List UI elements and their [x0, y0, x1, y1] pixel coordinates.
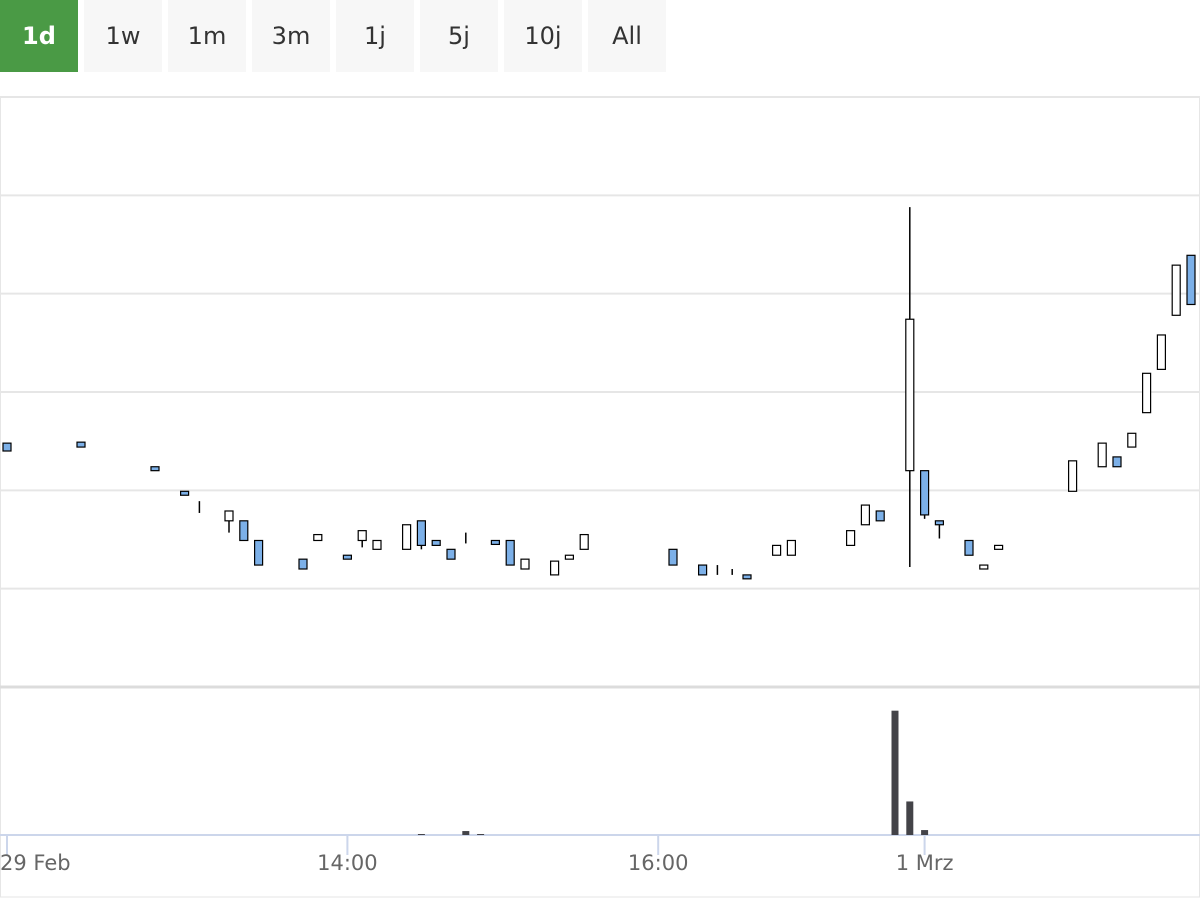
range-button[interactable]: 1m [168, 0, 246, 72]
candle-body [224, 510, 234, 522]
volume-bar [417, 834, 425, 835]
x-tick-label: 16:00 [628, 851, 689, 875]
candle-body [1141, 372, 1152, 414]
candle-body [905, 318, 915, 472]
candle-body [505, 539, 515, 566]
candle-body [342, 554, 352, 560]
candle-body [875, 510, 885, 522]
volume-bar [891, 710, 899, 835]
volume-bar [921, 830, 929, 835]
range-button[interactable]: 5j [420, 0, 498, 72]
candle-body [919, 470, 930, 516]
candle-body [564, 554, 575, 560]
range-button[interactable]: 10j [504, 0, 582, 72]
candle-body [402, 524, 412, 550]
candle-body [298, 558, 308, 570]
candle-body [697, 564, 708, 576]
candle-body [520, 558, 530, 570]
candle-body [964, 539, 974, 556]
x-tick-label: 1 Mrz [896, 851, 954, 875]
candle-body [1171, 264, 1181, 316]
candle-body [490, 539, 500, 546]
x-tick-label: 14:00 [317, 851, 378, 875]
candle-body [1112, 456, 1122, 468]
candle-body [668, 548, 678, 566]
x-tick-label: 29 Feb [0, 851, 71, 875]
candle-body [742, 574, 752, 580]
candle-body [254, 539, 264, 566]
candle-body [934, 520, 945, 526]
candle-body [76, 441, 86, 448]
candle-body [579, 533, 589, 550]
candle-body [979, 564, 989, 570]
range-button[interactable]: 1w [84, 0, 162, 72]
volume-bar [906, 801, 914, 835]
range-button[interactable]: 3m [252, 0, 330, 72]
candle-body [771, 544, 782, 556]
volume-bar [477, 834, 485, 835]
candle-body [1156, 334, 1167, 370]
candle-body [239, 520, 249, 542]
candle-body [1186, 254, 1196, 306]
range-button[interactable]: 1j [336, 0, 414, 72]
candle-body [1127, 432, 1137, 448]
candle-body [2, 442, 12, 452]
candle-body [357, 530, 367, 542]
range-button[interactable]: All [588, 0, 666, 72]
candle-body [431, 539, 441, 547]
candle-body [313, 533, 323, 542]
range-button[interactable]: 1d [0, 0, 78, 72]
candle-body [549, 560, 560, 576]
chart-frame [0, 96, 1200, 898]
candle-body [416, 520, 426, 546]
candle-body [180, 490, 190, 496]
candle-body [446, 548, 456, 560]
candle-body [845, 530, 856, 547]
candle-body [1067, 460, 1078, 492]
candle-body [1097, 442, 1107, 468]
candle-body [150, 466, 160, 472]
candle-body [860, 504, 871, 526]
candle-body [786, 539, 797, 556]
candle-body [993, 544, 1004, 550]
volume-bar [462, 831, 470, 835]
candle-body [372, 539, 382, 550]
